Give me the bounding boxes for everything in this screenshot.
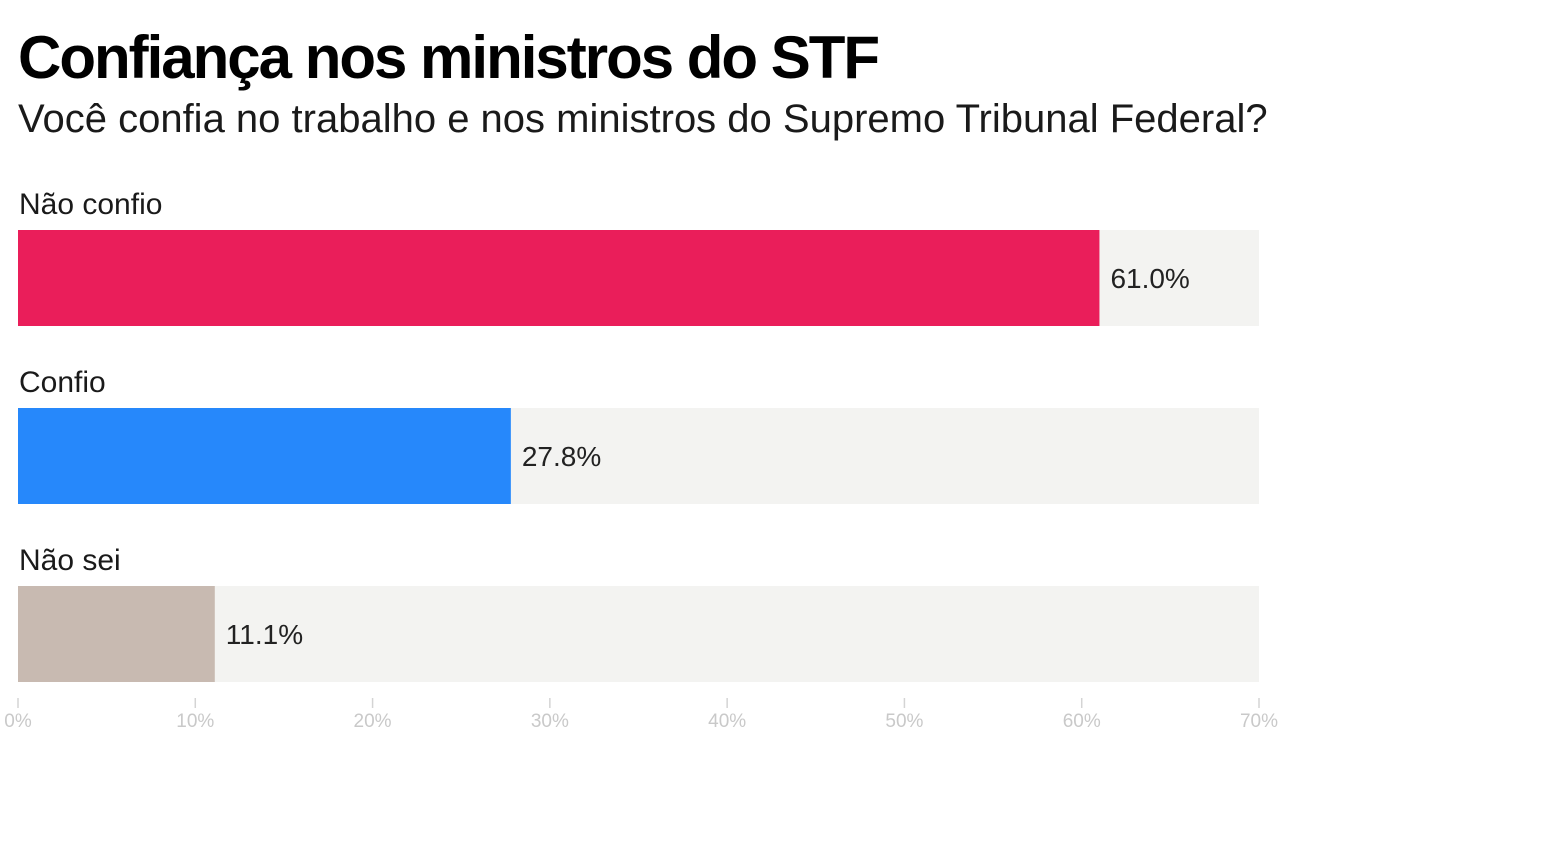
tick-label: 20% — [354, 711, 392, 732]
bar-nao-confio — [18, 230, 1100, 326]
tick-label: 50% — [885, 711, 923, 732]
category-label-nao-confio: Não confio — [19, 188, 162, 221]
value-label-nao-sei: 11.1% — [226, 619, 303, 650]
value-label-confio: 27.8% — [522, 441, 601, 472]
tick-label: 10% — [176, 711, 214, 732]
category-label-confio: Confio — [19, 366, 106, 399]
category-label-nao-sei: Não sei — [19, 544, 121, 577]
chart-subtitle: Você confia no trabalho e nos ministros … — [18, 97, 1268, 141]
tick-label: 60% — [1063, 711, 1101, 732]
bar-nao-sei — [18, 586, 215, 682]
chart-title: Confiança nos ministros do STF — [18, 24, 880, 91]
bar-confio — [18, 408, 511, 504]
tick-label: 70% — [1240, 711, 1278, 732]
tick-label: 0% — [4, 711, 32, 732]
tick-label: 30% — [531, 711, 569, 732]
value-label-nao-confio: 61.0% — [1110, 263, 1189, 294]
bar-track — [18, 586, 1259, 682]
tick-label: 40% — [708, 711, 746, 732]
